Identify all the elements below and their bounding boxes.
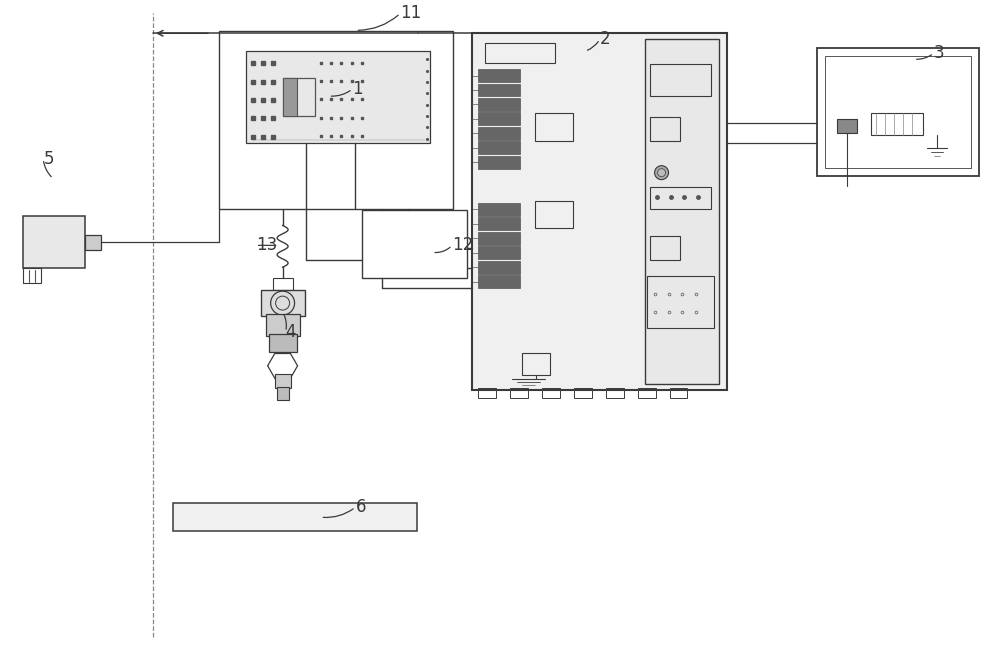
Bar bbox=[478, 84, 520, 96]
Bar bbox=[478, 232, 520, 245]
Bar bbox=[269, 334, 297, 352]
Bar bbox=[478, 261, 520, 274]
Bar bbox=[650, 237, 680, 260]
Bar bbox=[670, 388, 687, 398]
Bar bbox=[362, 211, 467, 278]
Bar bbox=[478, 112, 520, 125]
Bar bbox=[542, 388, 560, 398]
Bar bbox=[522, 353, 550, 375]
Bar bbox=[277, 387, 289, 400]
Bar bbox=[478, 246, 520, 259]
Bar bbox=[645, 39, 719, 384]
Text: 6: 6 bbox=[355, 498, 366, 516]
Bar bbox=[510, 388, 528, 398]
Bar bbox=[650, 64, 711, 96]
Bar bbox=[485, 43, 555, 63]
Bar bbox=[219, 31, 453, 209]
Bar bbox=[606, 388, 624, 398]
Bar bbox=[478, 203, 520, 216]
Bar bbox=[273, 278, 293, 290]
Bar bbox=[283, 78, 315, 116]
Bar bbox=[837, 119, 857, 133]
Bar bbox=[647, 276, 714, 328]
Bar bbox=[478, 69, 520, 82]
Bar bbox=[478, 141, 520, 154]
Bar bbox=[261, 290, 305, 316]
Bar bbox=[871, 113, 923, 135]
Bar bbox=[275, 374, 291, 388]
Text: 1: 1 bbox=[352, 80, 363, 98]
Bar bbox=[23, 268, 41, 283]
Bar bbox=[85, 235, 101, 250]
Bar bbox=[478, 98, 520, 111]
Bar bbox=[478, 388, 496, 398]
Bar bbox=[478, 275, 520, 288]
Bar bbox=[283, 78, 297, 116]
Text: 13: 13 bbox=[256, 237, 277, 254]
Bar bbox=[825, 56, 971, 168]
Text: 11: 11 bbox=[400, 5, 422, 22]
Text: 2: 2 bbox=[600, 31, 610, 48]
Bar bbox=[535, 201, 573, 228]
Bar bbox=[650, 117, 680, 141]
Bar bbox=[23, 216, 85, 268]
Bar bbox=[173, 503, 417, 531]
Text: 3: 3 bbox=[934, 44, 944, 62]
Text: 5: 5 bbox=[43, 150, 54, 168]
Bar bbox=[574, 388, 592, 398]
Circle shape bbox=[655, 166, 669, 179]
Circle shape bbox=[658, 168, 666, 177]
Bar bbox=[650, 187, 711, 209]
Bar bbox=[246, 51, 430, 143]
Bar bbox=[266, 314, 300, 336]
Bar bbox=[478, 127, 520, 140]
Bar bbox=[478, 156, 520, 168]
Bar bbox=[472, 33, 727, 390]
Bar bbox=[535, 113, 573, 141]
Bar bbox=[638, 388, 656, 398]
Bar bbox=[478, 218, 520, 230]
Text: 4: 4 bbox=[286, 323, 296, 341]
Text: 12: 12 bbox=[452, 237, 473, 254]
Bar bbox=[817, 48, 979, 176]
